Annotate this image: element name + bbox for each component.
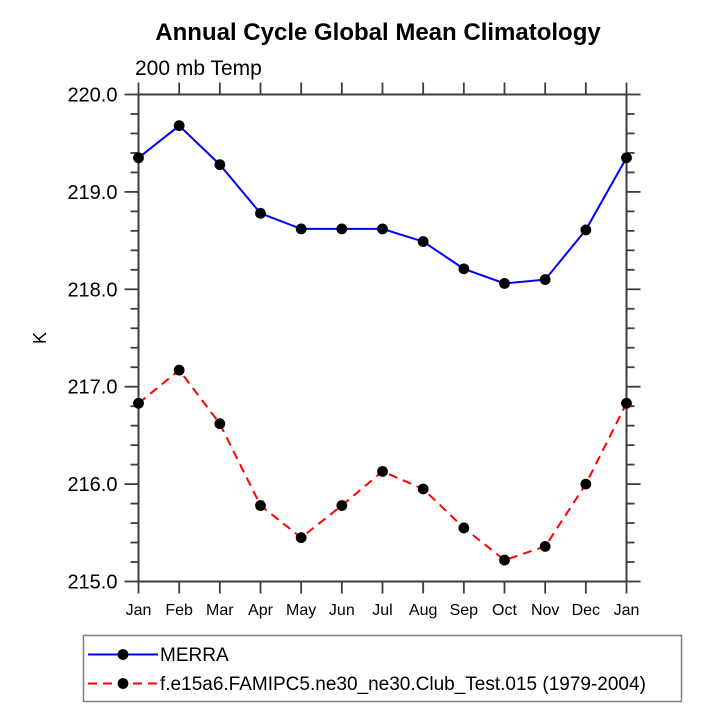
- x-tick-label: Sep: [450, 602, 479, 619]
- series-0-point-Nov: [539, 274, 551, 285]
- y-tick-label: 217.0: [67, 377, 117, 399]
- x-tick-label: May: [286, 602, 316, 619]
- series-0-point-May: [295, 223, 307, 235]
- series-1-point-Nov: [539, 541, 551, 552]
- x-tick-label: Jan: [614, 602, 640, 619]
- legend-label-model: f.e15a6.FAMIPC5.ne30_ne30.Club_Test.015 …: [160, 674, 646, 695]
- series-0-point-Oct: [499, 278, 510, 289]
- x-tick-label: Feb: [165, 602, 193, 619]
- y-tick-label: 219.0: [67, 182, 117, 204]
- series-line-0: [137, 124, 628, 285]
- y-tick-label: 216.0: [67, 474, 117, 496]
- series-0-point-Mar: [214, 159, 226, 171]
- x-tick-label: Jul: [372, 602, 392, 619]
- legend-label-merra: MERRA: [160, 645, 229, 666]
- series-1-point-May: [295, 532, 307, 544]
- series-0-point-Jan: [133, 152, 144, 164]
- y-tick-label: 220.0: [67, 85, 117, 107]
- series-0-point-Jun: [336, 223, 348, 235]
- legend-box: [82, 634, 683, 703]
- series-0-point-Feb: [173, 120, 185, 132]
- series-1-point-Sep: [458, 522, 470, 534]
- series-1-point-Jun: [336, 500, 348, 511]
- legend-marker-merra-dot-icon: [117, 649, 129, 660]
- x-tick-label: Nov: [531, 602, 559, 619]
- series-1-point-Mar: [214, 418, 226, 430]
- x-tick-label: Jun: [329, 602, 355, 619]
- x-tick-label: Mar: [206, 602, 234, 619]
- series-0-point-Aug: [417, 236, 429, 247]
- series-1-point-Feb: [173, 364, 185, 376]
- legend: MERRA f.e15a6.FAMIPC5.ne30_ne30.Club_Tes…: [82, 634, 683, 703]
- chart-subtitle: 200 mb Temp: [135, 57, 262, 80]
- y-tick-label: 215.0: [67, 572, 117, 594]
- plot-frame: [137, 93, 628, 583]
- plot-area: 215.0 216.0 217.0 218.0 219.0 220.0 Jan Feb Mar A…: [67, 82, 641, 619]
- series-0-point-Apr: [255, 207, 266, 219]
- series-0-point-Dec: [580, 224, 592, 236]
- x-tick-label: Dec: [572, 602, 600, 619]
- series-1-point-Apr: [255, 500, 266, 511]
- series-1-point-Jan: [621, 397, 632, 409]
- series-0-point-Jul: [377, 223, 388, 235]
- series-1-point-Jul: [377, 466, 388, 477]
- series-0-point-Sep: [458, 263, 470, 275]
- series-1-point-Aug: [417, 483, 429, 495]
- x-tick-label: Apr: [248, 602, 274, 619]
- series-1-point-Oct: [499, 554, 510, 566]
- series-line-1: [137, 368, 628, 562]
- y-tick-label: 218.0: [67, 279, 117, 301]
- series-0-point-Jan: [621, 152, 632, 164]
- series-1-point-Jan: [133, 397, 144, 409]
- x-tick-label: Aug: [409, 602, 437, 619]
- y-axis-label: K: [30, 332, 50, 344]
- x-tick-label: Jan: [126, 602, 152, 619]
- series-1-point-Dec: [580, 478, 592, 490]
- legend-marker-model-dot-icon: [117, 678, 129, 689]
- x-tick-label: Oct: [492, 602, 517, 619]
- chart-title: Annual Cycle Global Mean Climatology: [155, 19, 601, 46]
